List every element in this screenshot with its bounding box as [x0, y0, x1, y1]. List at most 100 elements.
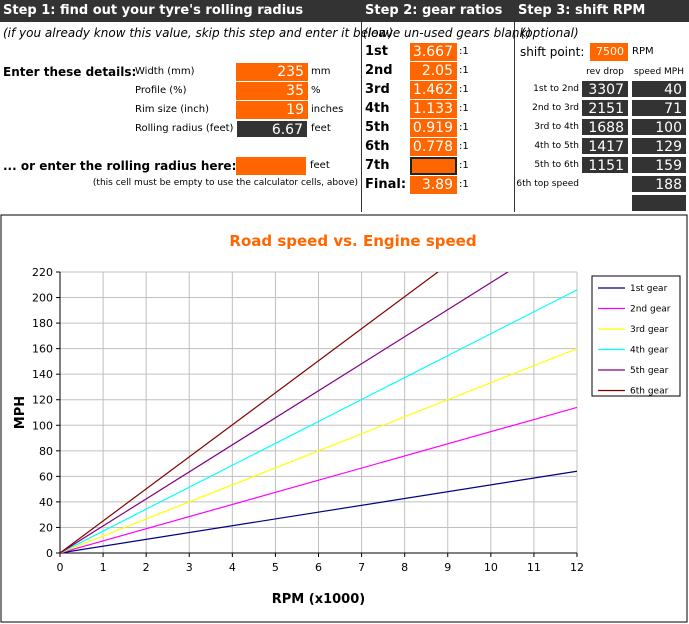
unit: :1: [459, 122, 469, 133]
field-value[interactable]: 235: [236, 63, 308, 81]
x-tick-label: 1: [100, 561, 107, 574]
y-tick-label: 0: [46, 547, 53, 560]
cell: [631, 194, 687, 212]
unit: :1: [459, 65, 469, 76]
y-tick-label: 80: [39, 445, 53, 458]
col-header: speed MPH: [633, 67, 684, 77]
shift-value[interactable]: 7500: [590, 43, 628, 61]
speed: 129: [631, 137, 687, 155]
gear-label: 7th: [365, 158, 390, 173]
legend-label: 1st gear: [630, 284, 668, 294]
legend-label: 6th gear: [630, 387, 669, 397]
gear-value[interactable]: [410, 157, 457, 175]
gear-label: 2nd: [365, 63, 393, 78]
unit: mm: [311, 66, 331, 77]
field-label: Width (mm): [135, 66, 195, 77]
step-title: Step 3: shift RPM: [515, 0, 689, 22]
x-tick-label: 11: [527, 561, 541, 574]
unit: :1: [459, 160, 469, 171]
x-tick-label: 8: [401, 561, 408, 574]
series-line: [60, 470, 577, 553]
separator: [361, 0, 362, 212]
gear-label: Final:: [365, 177, 407, 192]
input-cell[interactable]: [236, 157, 306, 175]
label: ... or enter the rolling radius here:: [3, 159, 237, 173]
label: Enter these details:: [3, 65, 137, 79]
y-tick-label: 20: [39, 521, 53, 534]
series-line: [60, 406, 577, 553]
x-tick-label: 6: [315, 561, 322, 574]
gear-value[interactable]: 0.778: [410, 138, 457, 156]
y-tick-label: 100: [32, 419, 53, 432]
rev-drop: 2151: [581, 99, 629, 117]
row-label: 2nd to 3rd: [532, 103, 579, 113]
separator: [514, 0, 515, 212]
gear-label: 5th: [365, 120, 390, 135]
col-header: rev drop: [586, 67, 624, 77]
legend-label: 3rd gear: [630, 325, 669, 335]
legend: [591, 275, 681, 397]
speed: 100: [631, 118, 687, 136]
x-tick-label: 3: [186, 561, 193, 574]
x-tick-label: 12: [570, 561, 584, 574]
rev-drop: 1151: [581, 156, 629, 174]
gear-label: 4th: [365, 101, 390, 116]
gear-label: 1st: [365, 44, 388, 59]
gear-value[interactable]: 3.667: [410, 43, 457, 61]
unit: RPM: [632, 46, 654, 57]
rev-drop: 1688: [581, 118, 629, 136]
field-value[interactable]: 35: [236, 82, 308, 100]
y-tick-label: 220: [32, 266, 53, 279]
field-label: Rolling radius (feet): [135, 123, 234, 134]
legend-label: 4th gear: [630, 346, 669, 356]
series-line: [60, 289, 577, 553]
step-title: Step 1: find out your tyre's rolling rad…: [0, 0, 361, 22]
speed: 188: [631, 175, 687, 193]
step-note: (leave un-used gears blank): [363, 26, 532, 40]
gear-value[interactable]: 3.89: [410, 176, 457, 194]
unit: %: [311, 85, 321, 96]
note: (this cell must be empty to use the calc…: [92, 178, 358, 188]
x-tick-label: 4: [229, 561, 236, 574]
chart-title: Road speed vs. Engine speed: [229, 232, 476, 250]
rev-drop: 3307: [581, 80, 629, 98]
row-label: 1st to 2nd: [533, 84, 579, 94]
row-label: 5th to 6th: [534, 160, 579, 170]
x-tick-label: 10: [484, 561, 498, 574]
field-label: Rim size (inch): [135, 104, 209, 115]
row-label: 6th top speed: [516, 179, 579, 189]
row-label: 3rd to 4th: [534, 122, 579, 132]
gear-value[interactable]: 1.133: [410, 100, 457, 118]
unit: :1: [459, 141, 469, 152]
unit: :1: [459, 179, 469, 190]
series-line: [60, 272, 509, 553]
unit: feet: [311, 123, 331, 134]
y-tick-label: 160: [32, 343, 53, 356]
row-label: 4th to 5th: [534, 141, 579, 151]
chart: Road speed vs. Engine speed0204060801001…: [0, 214, 688, 623]
unit: :1: [459, 84, 469, 95]
gear-value[interactable]: 2.05: [410, 62, 457, 80]
unit: :1: [459, 46, 469, 57]
series-line: [60, 348, 577, 553]
y-tick-label: 200: [32, 292, 53, 305]
step-note: , (optional): [513, 26, 579, 40]
speed: 40: [631, 80, 687, 98]
speed: 159: [631, 156, 687, 174]
unit: feet: [310, 160, 330, 171]
x-tick-label: 7: [358, 561, 365, 574]
field-value[interactable]: 19: [236, 101, 308, 119]
y-axis-label: MPH: [13, 396, 28, 429]
rev-drop: 1417: [581, 137, 629, 155]
gear-label: 6th: [365, 139, 390, 154]
legend-label: 2nd gear: [630, 305, 671, 315]
gear-value[interactable]: 0.919: [410, 119, 457, 137]
y-tick-label: 180: [32, 317, 53, 330]
step-note: (if you already know this value, skip th…: [3, 26, 394, 40]
series-line: [60, 272, 439, 553]
x-tick-label: 0: [57, 561, 64, 574]
x-tick-label: 9: [444, 561, 451, 574]
gear-label: 3rd: [365, 82, 390, 97]
y-tick-label: 140: [32, 368, 53, 381]
gear-value[interactable]: 1.462: [410, 81, 457, 99]
